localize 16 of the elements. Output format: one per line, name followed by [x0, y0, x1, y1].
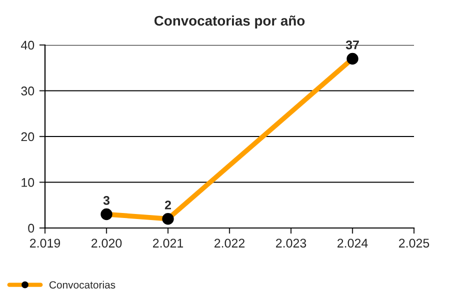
y-tick-label: 10: [22, 178, 34, 187]
x-tick-label: 2.023: [276, 238, 306, 248]
x-tick-label: 2.022: [214, 238, 245, 248]
x-tick-label: 2.024: [337, 238, 368, 248]
x-tick-label: 2.025: [398, 238, 430, 248]
y-tick-label: 20: [21, 132, 34, 142]
chart-title: Convocatorias por año: [154, 15, 305, 28]
data-label: 3: [103, 196, 110, 205]
data-label: 2: [164, 200, 171, 210]
x-tick-label: 2.019: [30, 238, 60, 248]
x-tick-label: 2.021: [152, 238, 184, 248]
x-tick-label: 2.020: [91, 238, 122, 248]
y-tick-label: 30: [21, 86, 34, 96]
y-tick-label: 40: [20, 40, 34, 50]
y-tick-label: 0: [28, 224, 34, 233]
legend-label: Convocatorias: [49, 280, 116, 289]
